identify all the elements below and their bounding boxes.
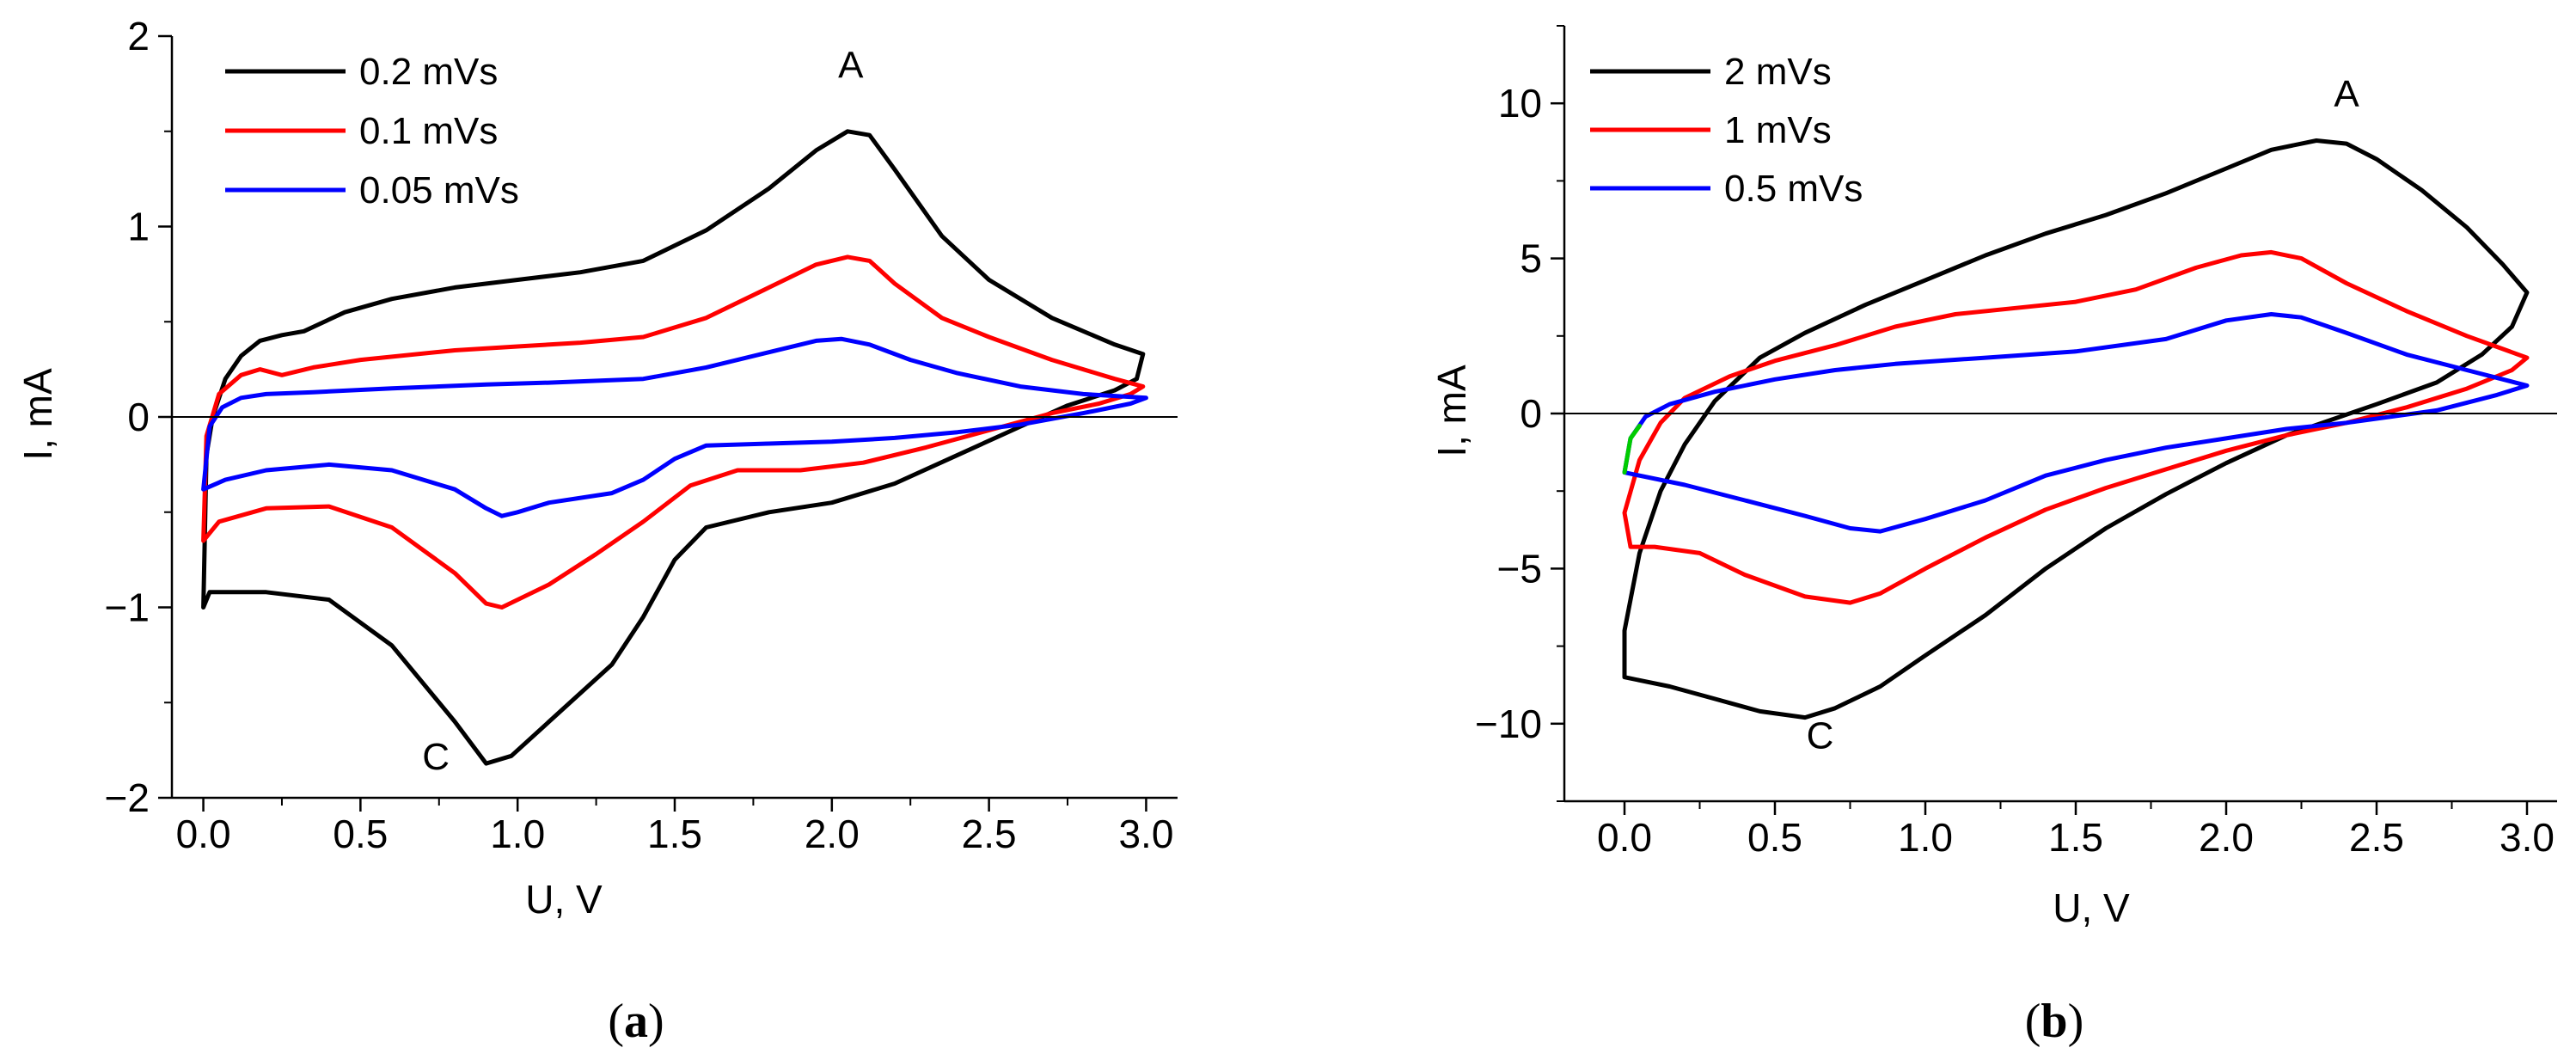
y-tick-label-b-3: 5: [1520, 236, 1542, 281]
y-tick-label-b-2: 0: [1520, 391, 1542, 436]
x-tick-label-a-4: 2.0: [805, 812, 860, 856]
x-tick-label-a-2: 1.0: [490, 812, 545, 856]
panel-label-a: (a): [608, 995, 664, 1048]
x-tick-label-b-6: 3.0: [2500, 815, 2555, 860]
annotation-a-a: A: [838, 45, 864, 87]
ticks-a: 0.0 0.5 1.0 1.5 2.0 2.5 3.0 −2 −1 0 1 2: [105, 14, 1174, 856]
y-tick-label-b-4: 10: [1498, 81, 1542, 126]
series-line-a-0: [201, 129, 1146, 766]
x-tick-label-b-5: 2.5: [2349, 815, 2404, 860]
x-tick-label-b-0: 0.0: [1597, 815, 1652, 860]
legend-label-b-1: 1 mVs: [1724, 109, 1832, 151]
x-tick-label-a-6: 3.0: [1118, 812, 1173, 856]
legend-a: 0.2 mVs 0.1 mVs 0.05 mVs: [225, 51, 519, 211]
y-tick-label-b-1: −5: [1497, 546, 1542, 591]
x-tick-label-a-5: 2.5: [962, 812, 1017, 856]
y-tick-label-a-4: 2: [127, 14, 150, 58]
legend-label-b-2: 0.5 mVs: [1724, 168, 1863, 210]
x-tick-label-b-2: 1.0: [1898, 815, 1953, 860]
legend-label-a-0: 0.2 mVs: [359, 51, 498, 93]
x-axis-label-b: U, V: [2053, 885, 2130, 930]
panel-label-b: (b): [2025, 995, 2083, 1048]
x-tick-label-b-3: 1.5: [2048, 815, 2103, 860]
x-tick-label-a-0: 0.0: [176, 812, 231, 856]
legend-label-a-1: 0.1 mVs: [359, 110, 498, 152]
y-tick-label-a-0: −2: [105, 775, 150, 820]
series-line-a-2: [201, 336, 1148, 518]
x-tick-label-b-1: 0.5: [1747, 815, 1802, 860]
y-tick-label-a-2: 0: [127, 395, 150, 439]
series-line-a-1: [201, 254, 1146, 610]
x-tick-label-b-4: 2.0: [2199, 815, 2254, 860]
series-line-b-1: [1622, 249, 2530, 605]
y-axis-label-a: I, mA: [15, 368, 60, 461]
series-line-b-0: [1622, 138, 2530, 720]
x-tick-label-a-1: 0.5: [333, 812, 388, 856]
annotation-a-b: A: [2334, 73, 2359, 115]
annotation-c-a: C: [422, 736, 450, 778]
series-layer-a: [201, 129, 1148, 766]
y-axis-label-b: I, mA: [1429, 365, 1474, 457]
annotations-a: AC: [422, 45, 864, 778]
series-line-b-3: [1622, 423, 1642, 475]
y-tick-label-b-0: −10: [1475, 702, 1542, 746]
x-axis-label-a: U, V: [525, 877, 603, 922]
y-tick-label-a-3: 1: [127, 205, 150, 249]
series-layer-b: [1622, 138, 2530, 720]
x-tick-label-a-3: 1.5: [647, 812, 702, 856]
series-line-b-2: [1622, 312, 2530, 534]
legend-label-b-0: 2 mVs: [1724, 51, 1832, 93]
ticks-b: 0.0 0.5 1.0 1.5 2.0 2.5 3.0 −10 −5 0 5 10: [1475, 25, 2555, 860]
y-tick-label-a-1: −1: [105, 585, 150, 630]
legend-b: 2 mVs 1 mVs 0.5 mVs: [1590, 51, 1863, 210]
annotation-c-b: C: [1807, 715, 1834, 757]
legend-label-a-2: 0.05 mVs: [359, 169, 519, 211]
annotations-b: AC: [1807, 73, 2360, 757]
